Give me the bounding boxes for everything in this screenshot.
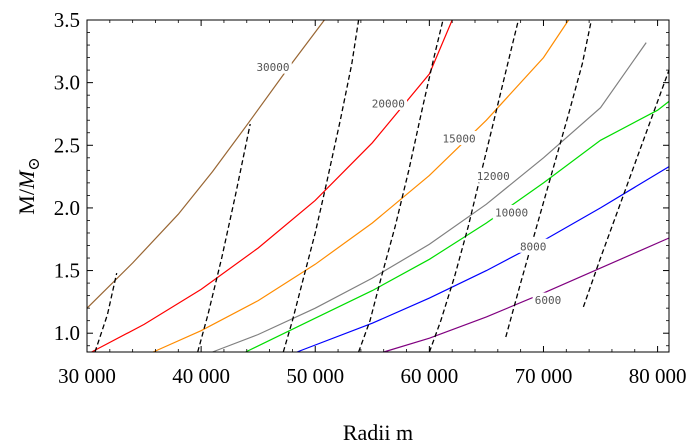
curve-label-8000: 8000	[520, 240, 547, 253]
dashed-curve-5	[428, 19, 520, 353]
curve-label-bg	[440, 131, 478, 146]
curves-layer	[86, 19, 670, 353]
x-tick-label: 50 000	[286, 364, 344, 388]
y-axis-label-main: M/	[14, 188, 39, 215]
series-line-10000	[245, 100, 670, 353]
x-tick-label: 70 000	[515, 364, 573, 388]
y-axis-label: M/M⊙	[14, 157, 43, 214]
ticks-layer: 30 000 40 000 50 000 60 000 70 000 80 000 1.0 1…	[54, 8, 687, 388]
dashed-curve-6	[505, 19, 593, 338]
series-line-15000	[152, 19, 570, 353]
curve-label-bg	[254, 59, 292, 74]
curve-label-bg	[369, 95, 408, 110]
y-tick-label: 3.0	[54, 71, 80, 95]
dashed-curve-2	[197, 123, 251, 353]
series-line-8000	[296, 166, 670, 353]
y-tick-label: 2.5	[54, 133, 80, 157]
series-line-20000	[91, 19, 453, 353]
y-tick-label: 2.0	[54, 196, 80, 220]
dashed-curve-3	[282, 19, 360, 353]
x-tick-label: 60 000	[400, 364, 458, 388]
curve-label-bg	[474, 168, 513, 183]
x-axis-label: Radii m	[343, 420, 413, 445]
curve-label-bg	[532, 292, 564, 307]
curve-label-30000: 30000	[256, 61, 289, 74]
curve-label-6000: 6000	[535, 294, 562, 307]
x-tick-label: 80 000	[629, 364, 687, 388]
x-tick-label: 40 000	[172, 364, 230, 388]
curve-label-12000: 12000	[477, 170, 510, 183]
plot-frame	[86, 19, 670, 353]
y-tick-label: 3.5	[54, 8, 80, 32]
curve-label-10000: 10000	[495, 206, 528, 219]
dashed-curve-4	[357, 19, 444, 353]
dashed-curve-1	[94, 272, 118, 353]
series-line-12000	[212, 42, 647, 353]
curve-label-bg	[517, 238, 549, 253]
curve-label-15000: 15000	[442, 133, 475, 146]
x-tick-label: 30 000	[58, 364, 116, 388]
y-axis-label-subscript: ⊙	[26, 157, 43, 170]
curve-label-bg	[492, 204, 531, 219]
curve-labels-layer: 30000 20000 15000 12000 10000 8000 6000	[254, 59, 564, 307]
y-tick-label: 1.5	[54, 259, 80, 283]
dashed-curve-7	[582, 69, 670, 308]
series-line-6000	[383, 237, 670, 353]
curve-label-20000: 20000	[372, 97, 405, 110]
y-tick-label: 1.0	[54, 321, 80, 345]
y-axis-label-italic: M	[14, 169, 39, 190]
